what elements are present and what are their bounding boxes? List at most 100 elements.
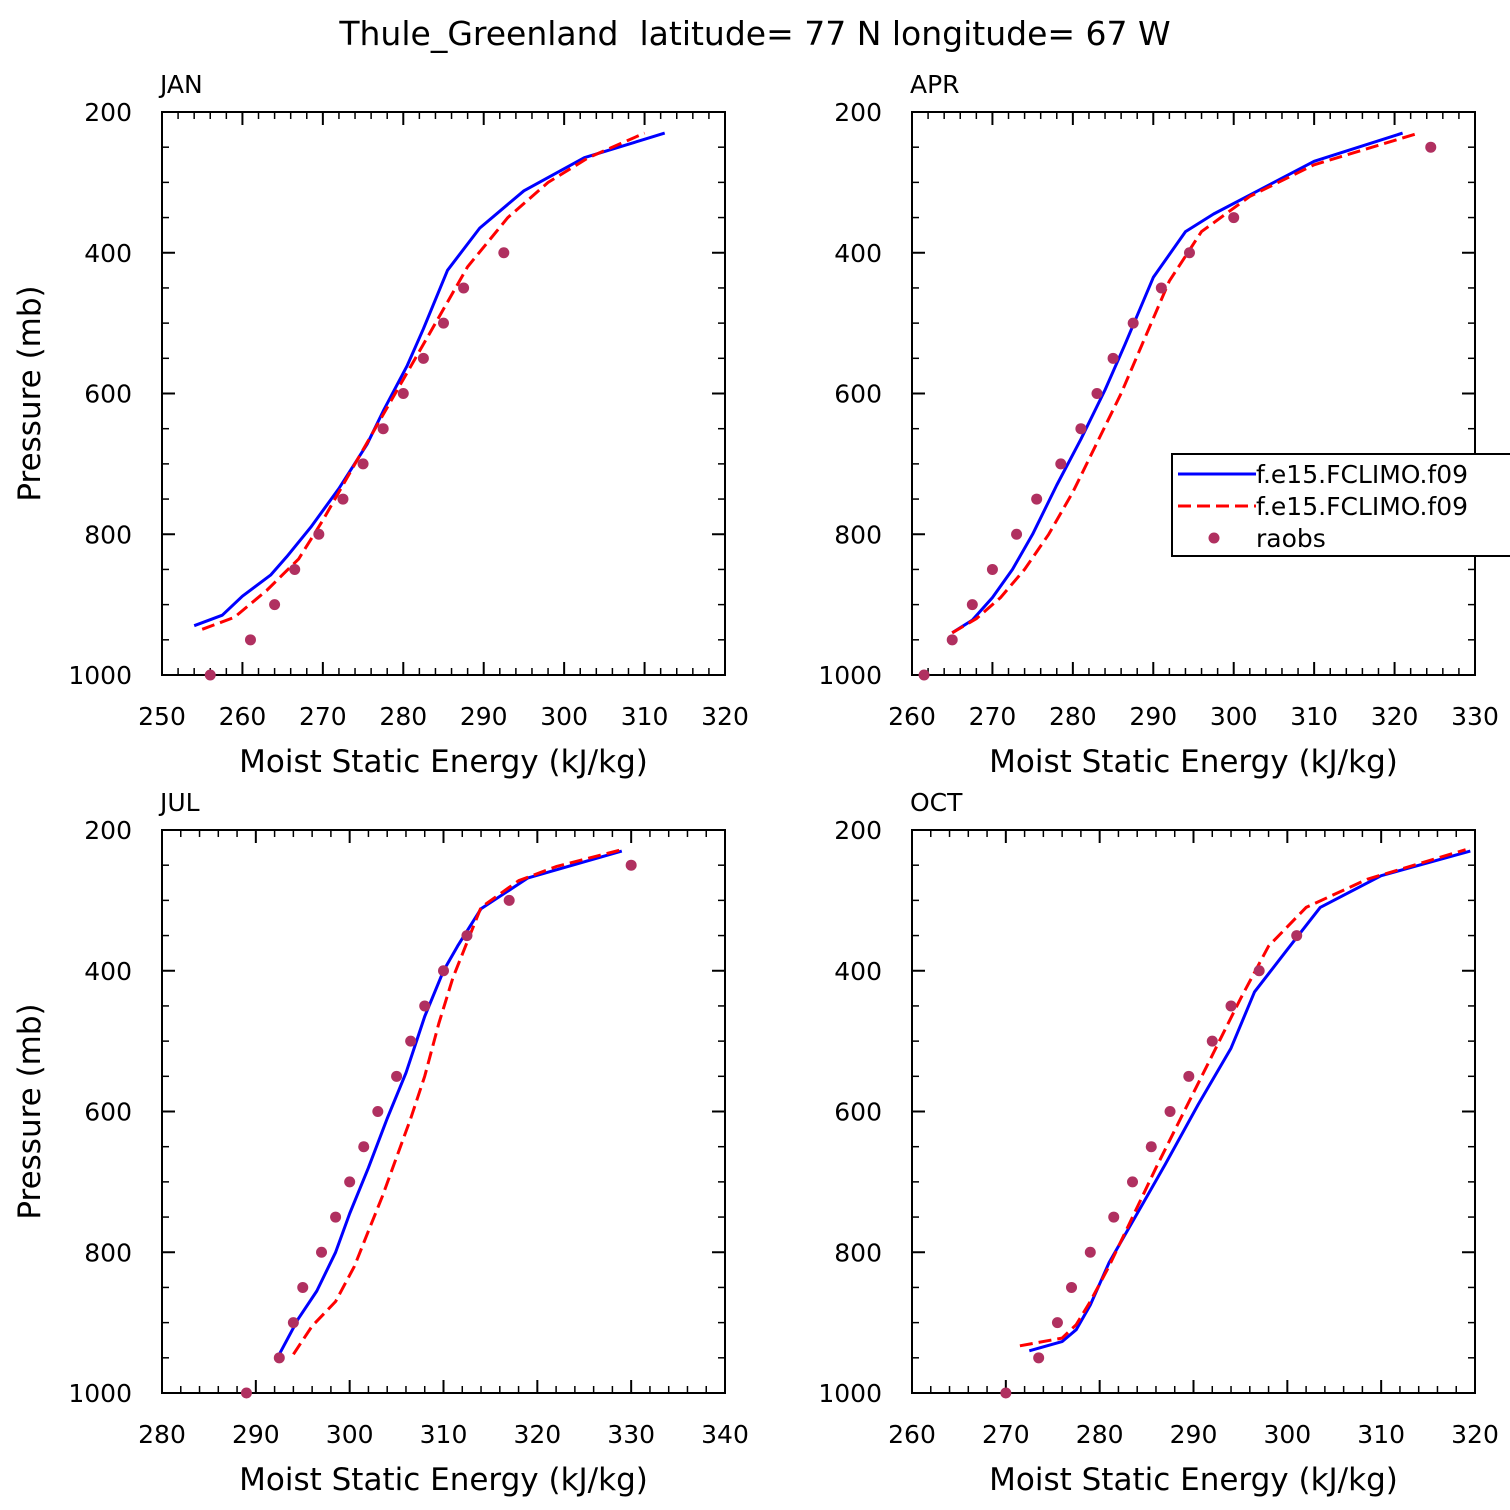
figure-title: Thule_Greenland latitude= 77 N longitude… <box>338 14 1170 53</box>
raob-point <box>1107 352 1119 364</box>
raob-point <box>1033 1352 1045 1364</box>
raob-point <box>297 1281 309 1293</box>
raob-point <box>273 1352 285 1364</box>
y-tick-label: 1000 <box>818 661 882 690</box>
raob-point <box>244 634 256 646</box>
y-axis-label: Pressure (mb) <box>12 1003 48 1219</box>
raob-point <box>1066 1281 1078 1293</box>
raob-point <box>503 894 515 906</box>
y-tick-label: 600 <box>84 380 132 409</box>
raob-point <box>1031 493 1043 505</box>
series-line-dashed <box>201 131 646 631</box>
raob-point <box>372 1106 384 1117</box>
x-tick-label: 300 <box>1263 1420 1311 1449</box>
x-tick-label: 300 <box>1210 702 1258 731</box>
x-tick-label: 300 <box>326 1420 374 1449</box>
x-tick-label: 320 <box>1451 1420 1499 1449</box>
y-tick-label: 600 <box>84 1098 132 1127</box>
series-line-dashed <box>292 848 623 1356</box>
raob-point <box>986 563 998 575</box>
x-axis-label: Moist Static Energy (kJ/kg) <box>239 1462 648 1498</box>
panel-oct: 260 270 280 290 300 310 320 200 400 600 800 1000 OCT… <box>818 788 1498 1498</box>
plot-frame <box>161 829 726 1394</box>
x-tick-label: 250 <box>138 702 186 731</box>
raob-point <box>1011 528 1023 540</box>
y-tick-label: 800 <box>834 520 882 549</box>
series-line-solid <box>1028 849 1471 1353</box>
x-axis-label: Moist Static Energy (kJ/kg) <box>239 744 648 780</box>
x-tick-label: 260 <box>888 1420 936 1449</box>
raob-point <box>1075 423 1087 435</box>
series-line-solid <box>277 849 623 1356</box>
raob-point <box>1127 1176 1139 1188</box>
x-tick-label: 290 <box>232 1420 280 1449</box>
raob-point <box>1055 458 1067 470</box>
y-tick-label: 400 <box>84 239 132 268</box>
y-tick-label: 200 <box>84 98 132 127</box>
x-tick-label: 320 <box>701 702 749 731</box>
raob-point <box>1091 388 1103 399</box>
raob-point <box>391 1070 403 1082</box>
panel-label: OCT <box>910 788 963 817</box>
x-tick-label: 280 <box>138 1420 186 1449</box>
x-tick-label: 310 <box>1290 702 1338 731</box>
raob-point <box>1425 141 1437 153</box>
series-line-solid <box>951 131 1404 635</box>
y-tick-label: 1000 <box>68 1379 132 1408</box>
raob-point <box>269 599 281 611</box>
raob-point <box>438 317 449 329</box>
y-axis-label: Pressure (mb) <box>12 285 48 501</box>
raob-point <box>1108 1211 1120 1223</box>
raob-point <box>289 563 301 575</box>
raob-point <box>358 1141 370 1153</box>
y-tick-label: 600 <box>834 1098 882 1127</box>
y-tick-label: 400 <box>834 239 882 268</box>
raob-point <box>316 1246 328 1258</box>
raob-point <box>1183 247 1195 259</box>
y-tick-label: 800 <box>84 520 132 549</box>
raob-point <box>377 423 389 435</box>
raob-point <box>461 930 473 942</box>
raob-point <box>419 1000 431 1012</box>
series-line-dashed <box>1019 848 1467 1348</box>
raob-point <box>918 669 930 681</box>
x-tick-label: 280 <box>1049 702 1097 731</box>
x-tick-label: 270 <box>969 702 1017 731</box>
panel-jan: 250 260 270 280 290 300 310 320 200 400 600 800 1000… <box>12 70 749 780</box>
x-axis-label: Moist Static Energy (kJ/kg) <box>989 744 1398 780</box>
x-tick-label: 340 <box>701 1420 749 1449</box>
legend-marker-raobs <box>1208 532 1220 544</box>
y-tick-label: 200 <box>84 816 132 845</box>
raob-point <box>405 1035 417 1047</box>
x-tick-label: 260 <box>888 702 936 731</box>
x-tick-label: 310 <box>621 702 669 731</box>
raob-point <box>337 493 349 505</box>
x-tick-label: 320 <box>513 1420 561 1449</box>
raob-point <box>458 282 470 294</box>
legend-entry-label: raobs <box>1256 524 1326 553</box>
x-tick-label: 300 <box>540 702 588 731</box>
raob-point <box>625 859 637 871</box>
x-tick-label: 320 <box>1371 702 1419 731</box>
x-tick-label: 270 <box>299 702 347 731</box>
raob-point <box>438 965 449 977</box>
series-line-solid <box>193 131 666 628</box>
raob-point <box>1164 1106 1176 1117</box>
raob-point <box>397 388 409 399</box>
raob-point <box>1206 1035 1218 1047</box>
y-tick-label: 400 <box>84 957 132 986</box>
y-tick-label: 1000 <box>818 1379 882 1408</box>
panel-apr: 260 270 280 290 300 310 320 330 200 400 600 800 1000… <box>818 70 1498 780</box>
panel-label: JUL <box>158 788 200 817</box>
y-tick-label: 800 <box>834 1238 882 1267</box>
panel-label: JAN <box>158 70 203 99</box>
x-tick-label: 290 <box>460 702 508 731</box>
x-tick-label: 330 <box>1451 702 1499 731</box>
x-tick-label: 310 <box>420 1420 468 1449</box>
raob-point <box>1253 965 1265 977</box>
x-tick-label: 280 <box>379 702 427 731</box>
series-line-dashed <box>951 131 1420 635</box>
raob-point <box>1291 930 1303 942</box>
raob-point <box>1000 1387 1012 1399</box>
raob-point <box>1228 212 1240 224</box>
